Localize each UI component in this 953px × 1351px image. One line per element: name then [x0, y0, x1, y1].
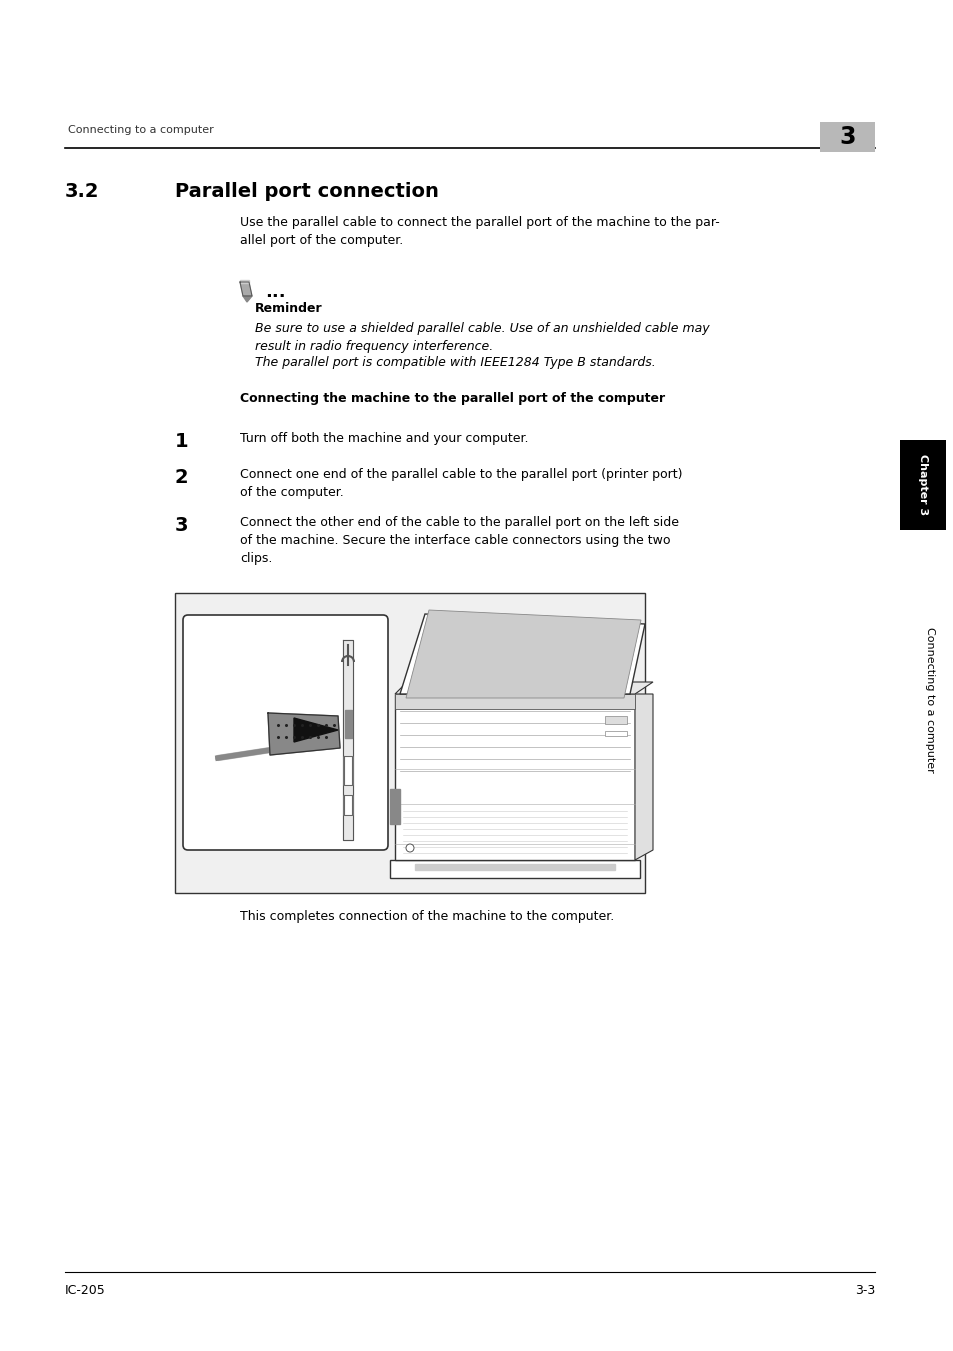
FancyBboxPatch shape	[183, 615, 388, 850]
Text: Use the parallel cable to connect the parallel port of the machine to the par-
a: Use the parallel cable to connect the pa…	[240, 216, 719, 247]
Polygon shape	[240, 282, 252, 296]
Text: Chapter 3: Chapter 3	[917, 454, 927, 516]
Polygon shape	[243, 296, 252, 303]
Polygon shape	[406, 611, 640, 698]
Text: Connecting the machine to the parallel port of the computer: Connecting the machine to the parallel p…	[240, 392, 664, 405]
Bar	[604, 716, 626, 724]
Polygon shape	[415, 865, 615, 870]
Text: The parallel port is compatible with IEEE1284 Type B standards.: The parallel port is compatible with IEE…	[254, 357, 655, 369]
Polygon shape	[294, 717, 337, 742]
Bar	[820, 122, 874, 153]
Polygon shape	[395, 694, 635, 709]
Polygon shape	[395, 682, 652, 694]
Circle shape	[406, 844, 414, 852]
Text: Connect the other end of the cable to the parallel port on the left side
of the : Connect the other end of the cable to th…	[240, 516, 679, 565]
Text: 3-3: 3-3	[854, 1283, 874, 1297]
Polygon shape	[240, 280, 249, 282]
Text: 2: 2	[174, 467, 189, 486]
Bar	[174, 593, 644, 893]
Text: Connect one end of the parallel cable to the parallel port (printer port)
of the: Connect one end of the parallel cable to…	[240, 467, 681, 499]
Text: Connecting to a computer: Connecting to a computer	[924, 627, 934, 773]
Polygon shape	[268, 713, 339, 755]
Bar	[604, 731, 626, 736]
Polygon shape	[344, 757, 352, 785]
Text: ...: ...	[265, 282, 285, 301]
Text: This completes connection of the machine to the computer.: This completes connection of the machine…	[240, 911, 614, 923]
Text: Connecting to a computer: Connecting to a computer	[68, 126, 213, 135]
Text: 1: 1	[174, 432, 189, 451]
Text: 3: 3	[174, 516, 189, 535]
Polygon shape	[343, 640, 353, 840]
Polygon shape	[345, 711, 352, 738]
Text: Be sure to use a shielded parallel cable. Use of an unshielded cable may
result : Be sure to use a shielded parallel cable…	[254, 322, 709, 353]
Text: Parallel port connection: Parallel port connection	[174, 182, 438, 201]
Polygon shape	[390, 789, 399, 824]
Text: IC-205: IC-205	[65, 1283, 106, 1297]
Polygon shape	[344, 794, 352, 815]
Polygon shape	[390, 861, 639, 878]
Text: Turn off both the machine and your computer.: Turn off both the machine and your compu…	[240, 432, 528, 444]
Polygon shape	[395, 694, 635, 861]
Text: 3: 3	[839, 126, 855, 149]
Bar	[899, 440, 945, 530]
Polygon shape	[399, 613, 644, 694]
Text: Reminder: Reminder	[254, 303, 322, 315]
Polygon shape	[635, 694, 652, 861]
Text: 3.2: 3.2	[65, 182, 99, 201]
